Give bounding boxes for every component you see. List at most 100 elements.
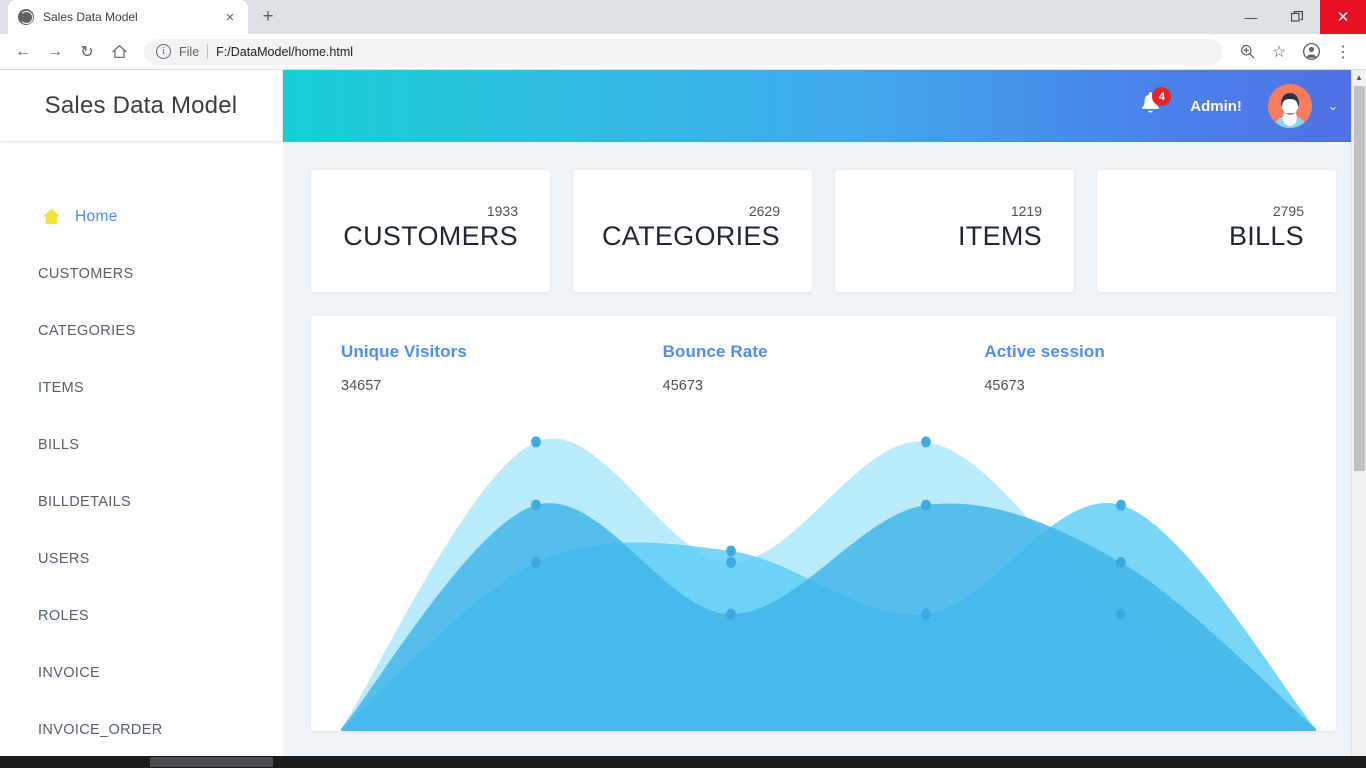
sidebar-item-label: CATEGORIES [38,322,136,339]
sidebar-item-billdetails[interactable]: BILLDETAILS [0,473,283,530]
avatar[interactable] [1267,84,1312,128]
metric-row: Unique Visitors 34657 Bounce Rate 45673 … [341,342,1306,394]
address-bar[interactable]: i File F:/DataModel/home.html [144,38,1222,65]
sidebar-item-items[interactable]: ITEMS [0,359,283,416]
stat-card-items[interactable]: 1219 ITEMS [835,170,1074,292]
omnibox-divider [207,44,209,59]
url-scheme-label: File [179,44,200,59]
sidebar-item-customers[interactable]: CUSTOMERS [0,245,283,302]
home-nav-icon[interactable] [104,37,134,67]
metric-bounce-rate: Bounce Rate 45673 [663,342,985,394]
chart-data-point[interactable] [726,608,736,620]
horizontal-scrollbar[interactable] [0,756,1366,768]
sidebar-item-label: USERS [38,550,90,567]
notifications-button[interactable]: 4 [1138,87,1172,121]
brand-title: Sales Data Model [44,91,238,119]
chart-data-point[interactable] [921,436,931,448]
metric-value: 45673 [662,378,703,394]
chart-data-point[interactable] [1116,556,1126,569]
maximize-icon[interactable] [1274,0,1320,34]
metric-title[interactable]: Unique Visitors [341,342,467,361]
sidebar-item-label: ROLES [38,607,89,624]
sidebar-item-roles[interactable]: ROLES [0,587,283,644]
stat-card-customers[interactable]: 1933 CUSTOMERS [311,170,550,292]
stat-label: ITEMS [957,220,1042,251]
chart-data-point[interactable] [531,499,541,511]
metric-active-session: Active session 45673 [984,342,1306,394]
sidebar-item-bills[interactable]: BILLS [0,416,283,473]
window-controls: — ✕ [1228,0,1366,34]
restore-icon [1291,11,1303,22]
chart-data-point[interactable] [726,556,736,569]
stat-card-bills[interactable]: 2795 BILLS [1097,170,1336,292]
stat-value: 2629 [748,203,780,220]
reload-icon[interactable]: ↻ [80,43,94,61]
close-window-icon[interactable]: ✕ [1320,0,1366,34]
metric-title[interactable]: Active session [984,342,1105,361]
horizontal-scrollbar-thumb[interactable] [150,757,273,767]
stat-label: BILLS [1228,220,1304,251]
stat-label: CUSTOMERS [343,220,518,251]
home-icon [42,207,61,226]
stat-value: 1219 [1010,203,1042,220]
back-icon[interactable]: ← [15,42,31,60]
bookmark-star-icon[interactable]: ☆ [1271,43,1287,61]
scrollbar-thumb[interactable] [1354,86,1365,471]
browser-menu-icon[interactable]: ⋮ [1335,43,1351,61]
browser-tab[interactable]: Sales Data Model × [8,0,248,34]
chart-data-point[interactable] [1116,608,1126,620]
toolbar-right-actions: ☆ ⋮ [1232,37,1358,67]
user-label: Admin! [1190,97,1242,115]
sidebar-item-users[interactable]: USERS [0,530,283,587]
chart-series-area [341,503,1316,731]
vertical-scrollbar[interactable]: ▲ [1351,70,1366,768]
chart-data-point[interactable] [531,556,541,569]
sidebar-item-home[interactable]: Home [0,188,283,245]
chart-data-point[interactable] [921,608,931,620]
info-icon[interactable]: i [156,44,171,59]
sidebar-item-label: ITEMS [38,379,85,396]
notification-badge: 4 [1152,87,1172,106]
sidebar-item-label: Home [75,207,118,225]
url-text: F:/DataModel/home.html [216,44,354,59]
minimize-icon[interactable]: — [1244,9,1258,25]
sidebar-item-label: INVOICE [38,664,101,681]
stat-value: 2795 [1272,203,1304,220]
main-column: 4 Admin! ⌄ [283,70,1366,768]
area-chart-svg [341,436,1316,731]
stat-value: 1933 [486,203,518,220]
forward-icon[interactable]: → [47,42,63,60]
globe-icon [18,9,34,25]
metric-value: 34657 [341,378,382,394]
chart-data-point[interactable] [921,499,931,511]
browser-toolbar: ← → ↻ i File F:/DataModel/home.html ☆ [0,34,1366,70]
sidebar-item-label: CUSTOMERS [38,265,134,282]
sidebar-item-invoice-order[interactable]: INVOICE_ORDER [0,701,283,758]
sidebar-item-label: INVOICE_ORDER [38,721,163,738]
area-chart[interactable] [341,436,1316,731]
scroll-up-icon[interactable]: ▲ [1355,73,1363,82]
sidebar-item-invoice[interactable]: INVOICE [0,644,283,701]
metric-value: 45673 [984,378,1025,394]
brand-header[interactable]: Sales Data Model [0,70,283,142]
stat-cards: 1933 CUSTOMERS 2629 CATEGORIES 1219 ITEM… [311,170,1336,292]
new-tab-button[interactable]: + [262,6,274,27]
chart-data-point[interactable] [1116,499,1126,511]
stat-label: CATEGORIES [601,220,780,251]
metric-unique-visitors: Unique Visitors 34657 [341,342,663,394]
zoom-in-icon[interactable] [1232,37,1262,67]
chevron-down-icon[interactable]: ⌄ [1327,99,1338,113]
metric-title[interactable]: Bounce Rate [662,342,768,361]
dashboard-content: 1933 CUSTOMERS 2629 CATEGORIES 1219 ITEM… [283,142,1366,768]
close-icon[interactable]: × [225,8,235,26]
stat-card-categories[interactable]: 2629 CATEGORIES [573,170,812,292]
app-header: 4 Admin! ⌄ [283,70,1366,142]
profile-icon[interactable] [1296,37,1326,67]
analytics-panel: Unique Visitors 34657 Bounce Rate 45673 … [311,316,1336,731]
chart-data-point[interactable] [531,436,541,448]
tab-title: Sales Data Model [43,10,138,24]
sidebar-item-label: BILLDETAILS [38,493,132,510]
sidebar-item-categories[interactable]: CATEGORIES [0,302,283,359]
chart-data-point[interactable] [726,545,736,557]
sidebar: Sales Data Model Home CUSTOMERS CATEGORI… [0,70,283,768]
